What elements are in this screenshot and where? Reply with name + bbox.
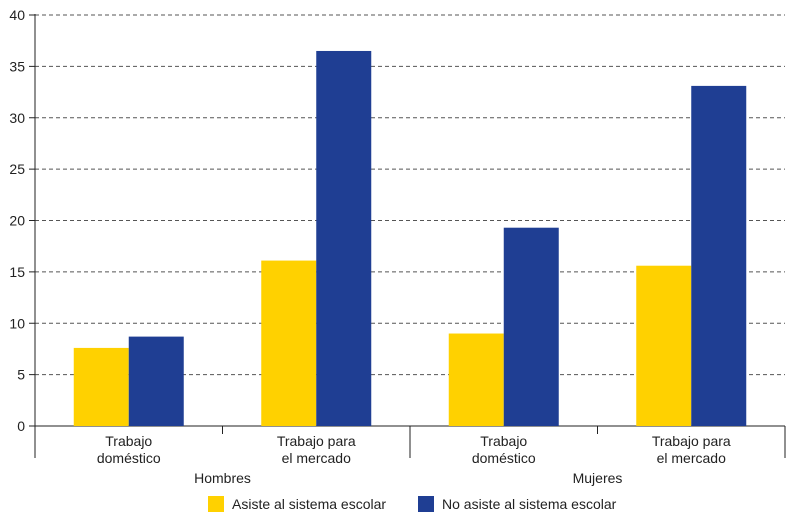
bar — [503, 227, 559, 426]
legend-swatch-no-asiste — [418, 496, 434, 512]
bar — [316, 50, 372, 427]
x-tick-label: Trabajo doméstico — [97, 433, 161, 466]
bar-chart: 0 5 10 15 20 25 30 35 40 Trabajo doméstico Trabajo … — [9, 7, 786, 486]
x-tick-label: Trabajo para el mercado — [277, 433, 356, 466]
bar — [128, 336, 184, 426]
x-tick-label: Trabajo doméstico — [472, 433, 536, 466]
group-label: Mujeres — [573, 470, 623, 486]
legend-item-asiste: Asiste al sistema escolar — [208, 496, 386, 512]
y-tick-label: 20 — [9, 213, 25, 229]
bar — [261, 260, 317, 426]
x-tick-label: Trabajo para el mercado — [652, 433, 731, 466]
bar — [691, 85, 747, 427]
y-tick-label: 0 — [17, 418, 25, 434]
bar — [448, 333, 504, 426]
y-tick-label: 10 — [9, 315, 25, 331]
legend-item-no-asiste: No asiste al sistema escolar — [418, 496, 616, 512]
y-tick-label: 35 — [9, 58, 25, 74]
legend-label-no-asiste: No asiste al sistema escolar — [442, 496, 617, 512]
y-tick-label: 40 — [9, 7, 25, 23]
y-tick-label: 30 — [9, 110, 25, 126]
legend: Asiste al sistema escolar No asiste al s… — [0, 496, 787, 518]
y-tick-label: 5 — [17, 367, 25, 383]
group-label: Hombres — [194, 470, 251, 486]
bar — [636, 265, 692, 426]
legend-swatch-asiste — [208, 496, 224, 512]
y-tick-label: 15 — [9, 264, 25, 280]
bar — [73, 347, 129, 426]
y-tick-label: 25 — [9, 161, 25, 177]
legend-label-asiste: Asiste al sistema escolar — [232, 496, 387, 512]
